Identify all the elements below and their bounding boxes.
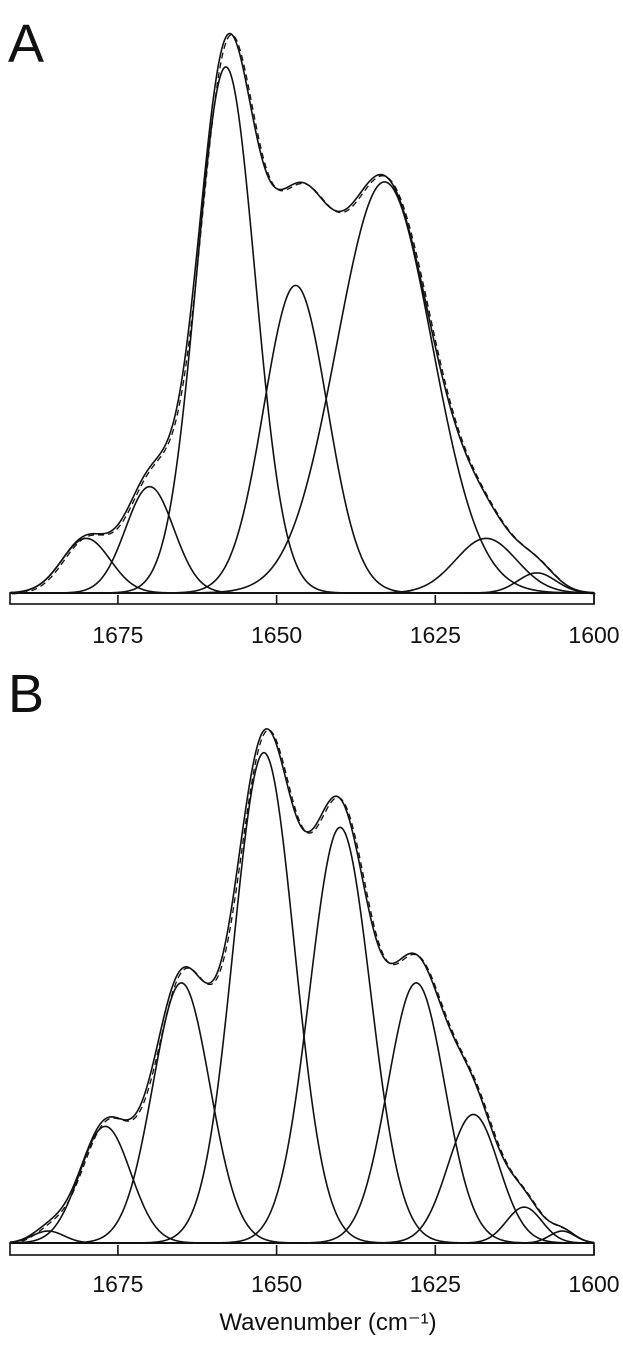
component-peak-6: [10, 537, 595, 594]
x-tick-label-1650: 1650: [251, 1271, 302, 1297]
panel-label-b: B: [8, 664, 44, 724]
component-peak-5: [10, 826, 594, 1244]
x-tick-label-1600: 1600: [568, 622, 619, 648]
component-peak-8: [10, 1206, 594, 1244]
component-peak-3: [10, 66, 594, 594]
component-peak-1: [9, 537, 594, 594]
x-tick-label-1600: 1600: [568, 1271, 619, 1297]
fitted-sum-line: [11, 33, 596, 595]
x-tick-label-1675: 1675: [92, 622, 143, 648]
component-peak-5: [10, 181, 594, 594]
plot-panel-a: 1675 1650 1625 1600: [9, 32, 620, 648]
component-peak-2: [9, 1125, 594, 1244]
x-tick-label-1625: 1625: [410, 1271, 461, 1297]
component-peak-7: [10, 1113, 594, 1244]
x-tick-label-1675: 1675: [92, 1271, 143, 1297]
panel-label-a: A: [8, 14, 44, 74]
measured-spectrum-line: [9, 728, 595, 1244]
x-tick-label-1650: 1650: [251, 622, 302, 648]
measured-spectrum-line: [9, 32, 595, 594]
fitted-sum-line: [11, 729, 596, 1245]
x-axis-bar: [9, 592, 595, 605]
x-axis-bar: [9, 1242, 595, 1256]
x-axis-label: Wavenumber (cm⁻¹): [219, 1309, 436, 1336]
x-tick-label-1625: 1625: [410, 622, 461, 648]
component-peak-4: [10, 284, 594, 594]
plot-panel-b: 1675 1650 1625 1600: [9, 728, 620, 1297]
